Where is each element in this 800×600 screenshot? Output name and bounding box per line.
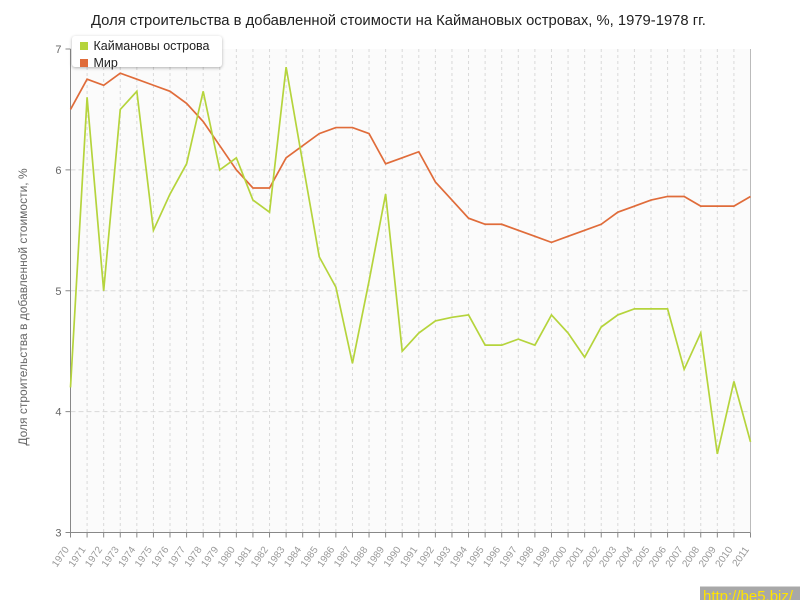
svg-text:5: 5 xyxy=(55,286,61,298)
svg-text:7: 7 xyxy=(55,44,61,56)
svg-text:http://be5.biz/: http://be5.biz/ xyxy=(703,588,794,600)
svg-text:2011: 2011 xyxy=(731,545,753,569)
svg-text:2010: 2010 xyxy=(714,545,736,570)
svg-text:6: 6 xyxy=(55,165,61,177)
svg-text:3: 3 xyxy=(55,528,61,540)
svg-text:4: 4 xyxy=(55,407,61,419)
